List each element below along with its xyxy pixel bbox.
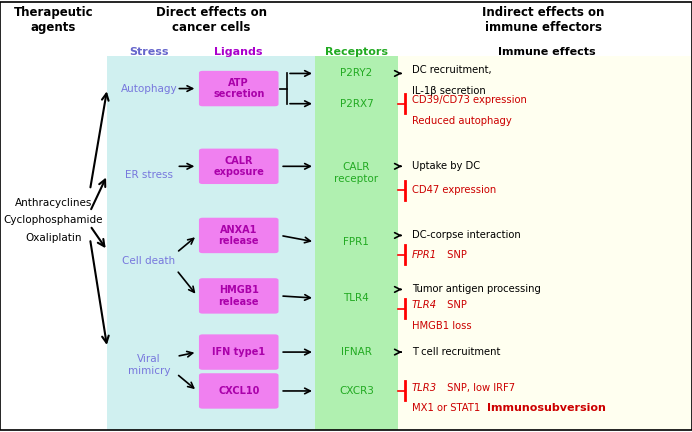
Text: Therapeutic
agents: Therapeutic agents [13,6,93,35]
Text: Cyclophosphamide: Cyclophosphamide [3,215,103,226]
Text: CXCL10: CXCL10 [218,386,260,396]
Text: Reduced autophagy: Reduced autophagy [412,116,511,126]
Text: P2RX7: P2RX7 [340,98,373,109]
Text: Cell death: Cell death [122,256,175,267]
Text: IFN type1: IFN type1 [212,347,265,357]
Text: Oxaliplatin: Oxaliplatin [25,232,82,243]
FancyBboxPatch shape [199,334,278,370]
Text: IL-1β secretion: IL-1β secretion [412,86,486,96]
Text: CALR
exposure: CALR exposure [213,156,264,177]
Text: ER stress: ER stress [125,170,173,180]
Bar [315,56,398,430]
Bar [107,56,315,430]
Text: CXCR3: CXCR3 [339,386,374,396]
Text: HMGB1 loss: HMGB1 loss [412,321,471,331]
Text: DC-corpse interaction: DC-corpse interaction [412,230,520,241]
Text: Direct effects on
cancer cells: Direct effects on cancer cells [156,6,266,35]
FancyBboxPatch shape [199,71,278,106]
Text: ATP
secretion: ATP secretion [213,78,264,99]
Text: Anthracyclines: Anthracyclines [15,198,92,208]
Text: ANXA1
release: ANXA1 release [219,225,259,246]
Text: CALR
receptor: CALR receptor [334,162,379,184]
Text: T cell recruitment: T cell recruitment [412,347,500,357]
Text: FPR1: FPR1 [343,237,370,247]
Text: HMGB1
release: HMGB1 release [219,285,259,307]
Text: SNP: SNP [444,300,467,311]
Text: P2RY2: P2RY2 [340,68,372,79]
Text: SNP, low IRF7: SNP, low IRF7 [444,382,516,393]
Text: DC recruitment,: DC recruitment, [412,65,491,75]
Text: Uptake by DC: Uptake by DC [412,161,480,172]
Text: Stress: Stress [129,47,169,57]
Text: TLR3: TLR3 [412,382,437,393]
Text: SNP: SNP [444,250,467,260]
FancyBboxPatch shape [199,373,278,409]
Text: Tumor antigen processing: Tumor antigen processing [412,284,540,295]
Text: IFNAR: IFNAR [341,347,372,357]
FancyBboxPatch shape [199,218,278,253]
Text: FPR1: FPR1 [412,250,437,260]
Text: Immune effects: Immune effects [498,47,596,57]
Text: CD39/CD73 expression: CD39/CD73 expression [412,95,527,105]
Text: CD47 expression: CD47 expression [412,185,496,195]
FancyBboxPatch shape [199,149,278,184]
FancyBboxPatch shape [199,278,278,314]
Text: Immunosubversion: Immunosubversion [487,403,606,413]
Text: Ligands: Ligands [215,47,263,57]
Text: Autophagy: Autophagy [120,83,177,94]
Text: Receptors: Receptors [325,47,388,57]
Text: Viral
mimicry: Viral mimicry [127,354,170,376]
Text: Indirect effects on
immune effectors: Indirect effects on immune effectors [482,6,604,35]
Text: TLR4: TLR4 [412,300,437,311]
Bar [398,56,692,430]
Text: MX1 or STAT1: MX1 or STAT1 [412,403,480,413]
Text: TLR4: TLR4 [343,293,370,303]
